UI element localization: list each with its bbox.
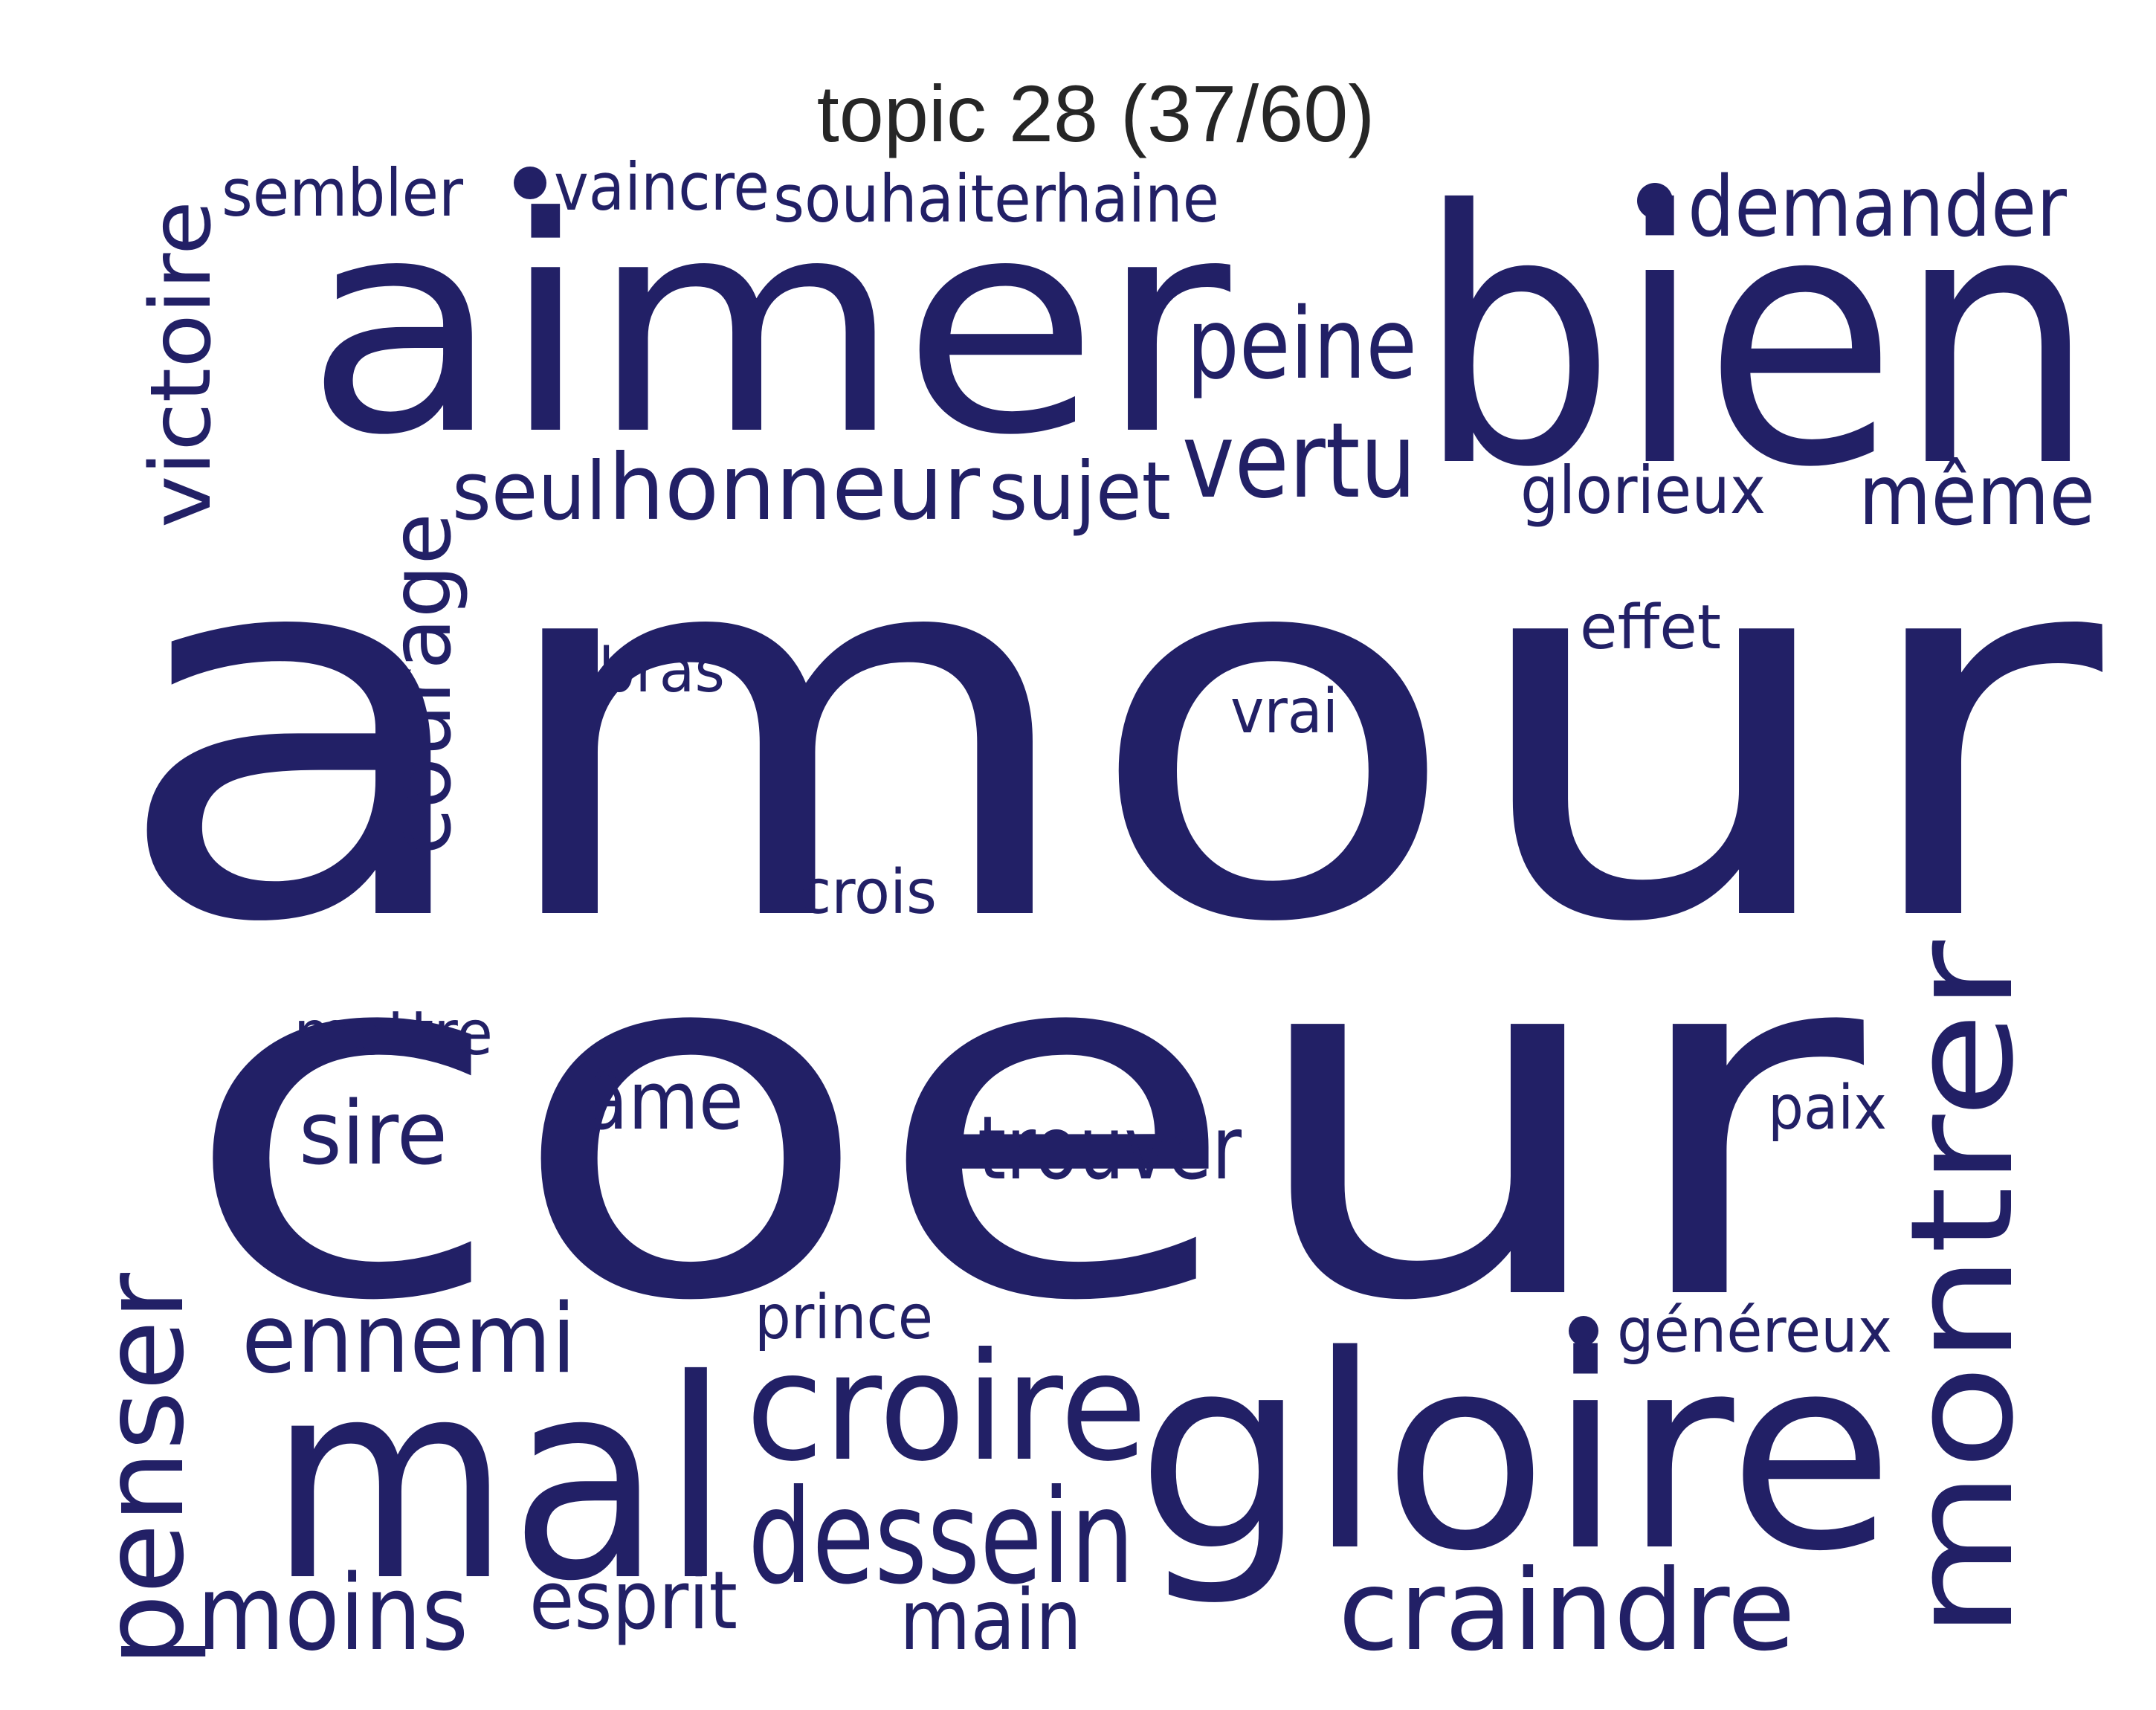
- word-crois: crois: [799, 857, 937, 928]
- word-sembler: sembler: [222, 155, 464, 231]
- word-meme: même: [1859, 448, 2095, 544]
- word-vaincre: vaincre: [554, 149, 769, 225]
- word-vertu: vertu: [1182, 401, 1416, 522]
- word-croire: croire: [746, 1321, 1147, 1494]
- word-genereux: généreux: [1617, 1296, 1892, 1367]
- word-dessein: dessein: [748, 1462, 1135, 1613]
- word-main: main: [900, 1572, 1082, 1669]
- word-demander: demander: [1688, 159, 2068, 256]
- word-souhaiter: souhaiter: [773, 161, 1056, 237]
- word-esprit: esprit: [529, 1555, 738, 1648]
- word-montrer: montrer: [1880, 940, 2044, 1639]
- word-penser: penser: [80, 1273, 209, 1667]
- word-haine: haine: [1054, 161, 1219, 237]
- word-prince: prince: [755, 1282, 933, 1353]
- chart-title: topic 28 (37/60): [817, 68, 1375, 158]
- word-seul: seul: [452, 445, 607, 538]
- word-sujet: sujet: [989, 445, 1171, 538]
- word-mal: mal: [269, 1322, 730, 1642]
- word-bras: bras: [598, 636, 725, 706]
- dot-1: [514, 167, 546, 199]
- word-aimer: aimer: [305, 155, 1234, 500]
- word-trouver: trouver: [978, 1097, 1242, 1199]
- word-cloud-words: amour coeur bien aimer gloire mal croire…: [80, 137, 2109, 1676]
- word-moins: moins: [197, 1553, 468, 1674]
- word-ennemi: ennemi: [242, 1284, 576, 1395]
- word-courage: courage: [373, 513, 470, 855]
- word-bien: bien: [1416, 137, 2097, 543]
- word-craindre: craindre: [1338, 1546, 1795, 1676]
- word-vrai: vrai: [1230, 677, 1338, 747]
- dot-2: [1637, 183, 1673, 219]
- word-honneur: honneur: [608, 435, 981, 541]
- word-ame: âme: [584, 1055, 743, 1148]
- word-effet: effet: [1580, 593, 1721, 663]
- word-peine: peine: [1187, 287, 1417, 401]
- word-gloire: gloire: [1136, 1298, 1894, 1610]
- word-victoire: victoire: [133, 201, 230, 528]
- word-paix: paix: [1768, 1073, 1887, 1143]
- word-coeur: coeur: [180, 836, 1871, 1408]
- dot-3: [1569, 1316, 1598, 1346]
- word-amour: amour: [110, 430, 2109, 1036]
- word-mettre: mettre: [294, 998, 493, 1069]
- word-glorieux: glorieux: [1520, 452, 1766, 529]
- word-sire: sire: [299, 1082, 448, 1184]
